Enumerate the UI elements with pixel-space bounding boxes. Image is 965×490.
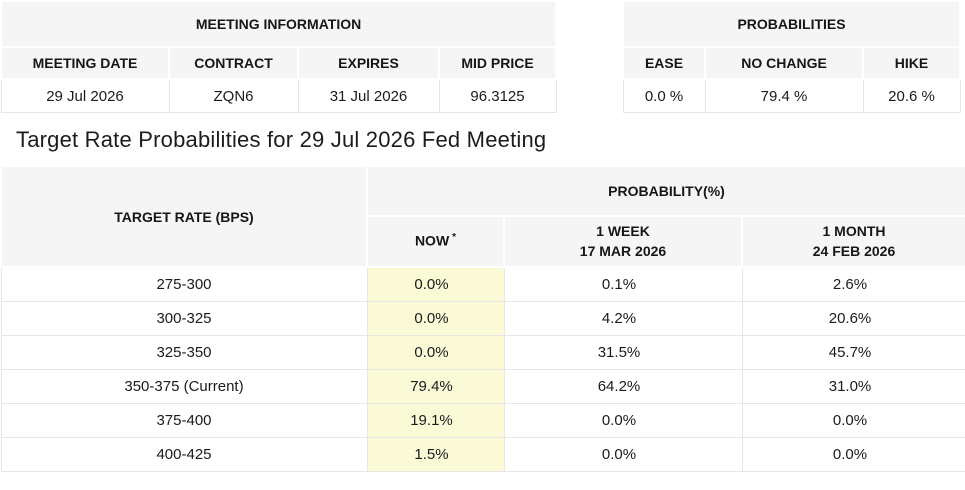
- month-label: 1 MONTH: [822, 222, 886, 239]
- meeting-information-title: MEETING INFORMATION: [0, 0, 558, 48]
- col-header-probability: PROBABILITY(%): [365, 165, 965, 217]
- page-heading-band: Target Rate Probabilities for 29 Jul 202…: [0, 115, 965, 165]
- col-header-mid-price: MID PRICE: [437, 46, 558, 80]
- target-rate-cell: 350-375 (Current): [0, 369, 368, 404]
- week-probability-cell: 0.0%: [503, 437, 743, 472]
- col-header-no-change: NO CHANGE: [704, 46, 865, 80]
- table-row: 350-375 (Current) 79.4% 64.2% 31.0%: [0, 369, 965, 404]
- week-date: 17 MAR 2026: [579, 242, 667, 259]
- month-probability-cell: 31.0%: [741, 369, 965, 404]
- target-rate-cell: 375-400: [0, 403, 368, 438]
- month-probability-cell: 20.6%: [741, 301, 965, 336]
- month-probability-cell: 0.0%: [741, 403, 965, 438]
- month-probability-cell: 45.7%: [741, 335, 965, 370]
- month-probability-cell: 2.6%: [741, 266, 965, 302]
- target-rate-cell: 400-425: [0, 437, 368, 472]
- now-probability-cell: 19.1%: [366, 403, 505, 438]
- col-header-meeting-date: MEETING DATE: [0, 46, 170, 80]
- target-rate-probabilities-table: TARGET RATE (BPS) PROBABILITY(%) NOW * 1 …: [0, 165, 965, 472]
- now-probability-cell: 0.0%: [366, 266, 505, 302]
- target-rate-cell: 325-350: [0, 335, 368, 370]
- no-change-value: 79.4 %: [704, 78, 864, 113]
- table-row: 375-400 19.1% 0.0% 0.0%: [0, 403, 965, 438]
- week-probability-cell: 31.5%: [503, 335, 743, 370]
- now-footnote-asterisk: *: [452, 232, 457, 244]
- col-header-1-week: 1 WEEK 17 MAR 2026: [503, 215, 743, 268]
- col-header-contract: CONTRACT: [168, 46, 299, 80]
- meeting-date-value: 29 Jul 2026: [0, 78, 170, 113]
- col-header-expires: EXPIRES: [297, 46, 440, 80]
- week-probability-cell: 0.0%: [503, 403, 743, 438]
- week-probability-cell: 0.1%: [503, 266, 743, 302]
- target-rate-cell: 300-325: [0, 301, 368, 336]
- week-label: 1 WEEK: [596, 222, 650, 239]
- now-probability-cell: 0.0%: [366, 335, 505, 370]
- col-header-hike: HIKE: [862, 46, 962, 80]
- table-row: 275-300 0.0% 0.1% 2.6%: [0, 266, 965, 302]
- month-date: 24 FEB 2026: [812, 242, 896, 259]
- table-row: 400-425 1.5% 0.0% 0.0%: [0, 437, 965, 472]
- now-probability-cell: 1.5%: [366, 437, 505, 472]
- table-row: 325-350 0.0% 31.5% 45.7%: [0, 335, 965, 370]
- table-row: 300-325 0.0% 4.2% 20.6%: [0, 301, 965, 336]
- hike-value: 20.6 %: [862, 78, 961, 113]
- now-probability-cell: 0.0%: [366, 301, 505, 336]
- col-header-1-month: 1 MONTH 24 FEB 2026: [740, 215, 965, 268]
- probabilities-summary-table: PROBABILITIES EASE NO CHANGE HIKE 0.0 % …: [622, 0, 962, 113]
- month-probability-cell: 0.0%: [741, 437, 965, 472]
- expires-value: 31 Jul 2026: [297, 78, 440, 113]
- target-rate-cell: 275-300: [0, 266, 368, 302]
- contract-value: ZQN6: [168, 78, 299, 113]
- now-label: NOW: [414, 233, 450, 250]
- page-title: Target Rate Probabilities for 29 Jul 202…: [16, 127, 547, 152]
- ease-value: 0.0 %: [622, 78, 706, 113]
- mid-price-value: 96.3125: [438, 78, 557, 113]
- summary-tables-section: MEETING INFORMATION MEETING DATE CONTRAC…: [0, 0, 965, 113]
- now-probability-cell: 79.4%: [366, 369, 505, 404]
- meeting-information-table: MEETING INFORMATION MEETING DATE CONTRAC…: [0, 0, 558, 113]
- col-header-now: NOW *: [366, 215, 505, 268]
- week-probability-cell: 4.2%: [503, 301, 743, 336]
- col-header-target-rate: TARGET RATE (BPS): [0, 165, 368, 268]
- week-probability-cell: 64.2%: [503, 369, 743, 404]
- probabilities-title: PROBABILITIES: [622, 0, 962, 48]
- col-header-ease: EASE: [622, 46, 707, 80]
